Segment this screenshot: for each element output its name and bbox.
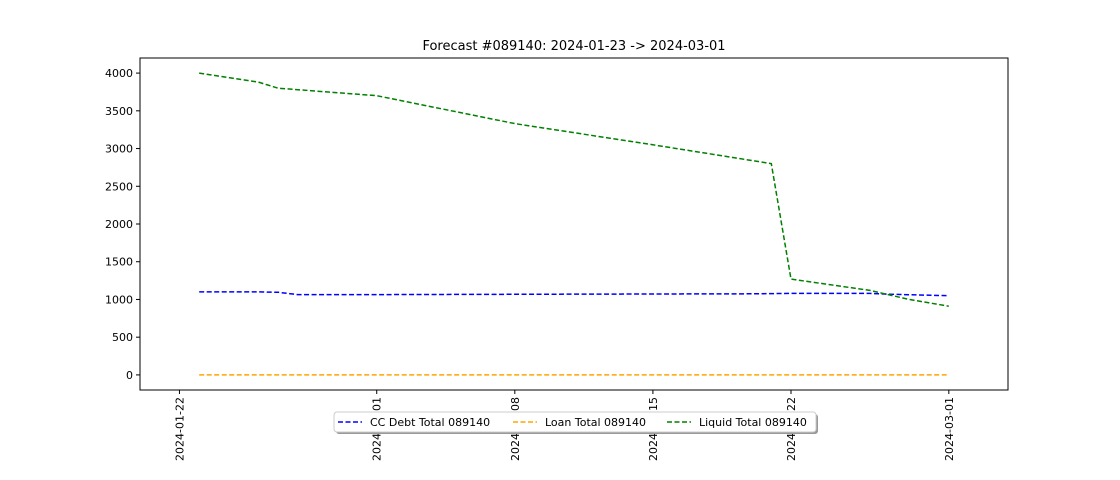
legend-label-1: Loan Total 089140 xyxy=(545,416,646,429)
y-tick-label: 500 xyxy=(112,331,133,344)
y-tick-label: 4000 xyxy=(105,67,133,80)
y-tick-label: 0 xyxy=(126,369,133,382)
plot-frame xyxy=(139,57,1009,391)
legend: CC Debt Total 089140 Loan Total 089140 Liq… xyxy=(333,411,818,434)
y-tick-label: 2500 xyxy=(105,180,133,193)
x-tick-label: 2024-03-01 xyxy=(943,397,956,461)
y-tick-label: 3500 xyxy=(105,105,133,118)
x-tick-label: 2024-01-22 xyxy=(173,397,186,461)
y-tick-label: 1500 xyxy=(105,256,133,269)
y-tick-label: 3000 xyxy=(105,143,133,156)
axes: 0 500 1000 1500 2000 2500 3000 3500 4000 2024-01-… xyxy=(105,57,1009,461)
y-tick-label: 2000 xyxy=(105,218,133,231)
series-line-0 xyxy=(199,291,949,297)
y-tick-label: 1000 xyxy=(105,293,133,306)
chart-title: Forecast #089140: 2024-01-23 -> 2024-03-… xyxy=(422,39,725,54)
legend-label-0: CC Debt Total 089140 xyxy=(370,416,490,429)
legend-label-2: Liquid Total 089140 xyxy=(699,416,807,429)
legend-box xyxy=(333,411,817,433)
series-line-2 xyxy=(199,72,949,307)
series-layer xyxy=(199,72,949,376)
